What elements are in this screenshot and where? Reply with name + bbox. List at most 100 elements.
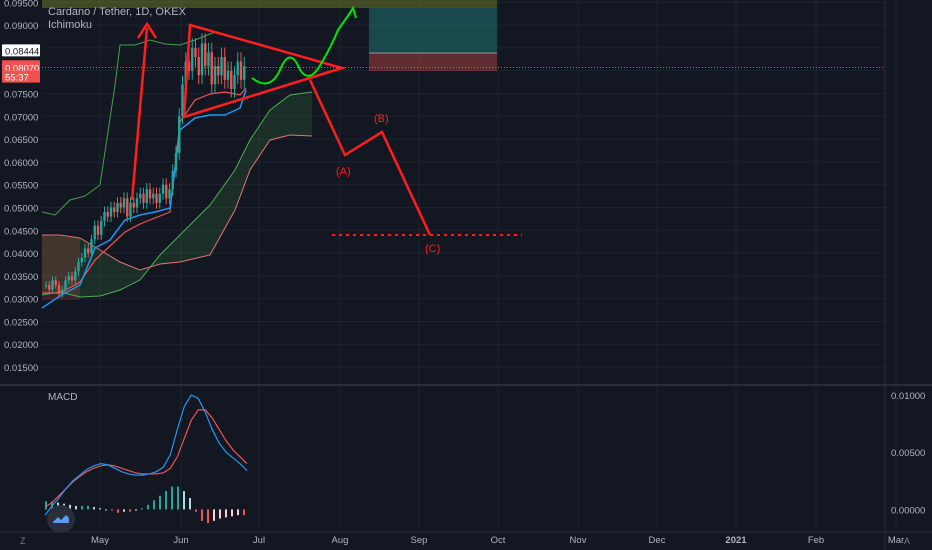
candle-body bbox=[230, 70, 233, 89]
y-tick-label: 0.05500 bbox=[4, 181, 38, 192]
symbol-title[interactable]: Cardano / Tether, 1D, OKEX bbox=[48, 6, 186, 18]
candle-body bbox=[165, 184, 168, 199]
candle-body bbox=[236, 61, 239, 76]
macd-histogram-bar bbox=[189, 497, 191, 510]
chikou-line bbox=[41, 31, 216, 216]
x-tick-label: Nov bbox=[570, 535, 587, 546]
candle-body bbox=[220, 56, 223, 76]
kijun-line bbox=[42, 87, 247, 294]
y-tick-label: 0.09500 bbox=[4, 0, 38, 9]
corner-right-label[interactable]: A bbox=[904, 536, 911, 546]
y-tick-label: 0.06000 bbox=[4, 158, 38, 169]
candle-body bbox=[83, 248, 87, 258]
candle-body bbox=[210, 52, 213, 85]
macd-histogram-bar bbox=[165, 491, 167, 510]
price-label-text: 55:37 bbox=[5, 73, 29, 84]
candle-body bbox=[152, 193, 155, 199]
price-label-box bbox=[2, 44, 40, 57]
macd-label[interactable]: MACD bbox=[48, 392, 78, 403]
macd-tick-label: 0.00500 bbox=[891, 448, 925, 459]
macd-histogram-bar bbox=[93, 507, 95, 510]
candle-body bbox=[93, 225, 96, 240]
y-tick-label: 0.02000 bbox=[4, 340, 38, 351]
macd-histogram-bar bbox=[69, 504, 71, 510]
price-label-box bbox=[2, 70, 40, 83]
up-arrow-head bbox=[136, 21, 158, 39]
price-label-text: 0.08444 bbox=[5, 46, 39, 57]
chart-legend: Cardano / Tether, 1D, OKEX Ichimoku bbox=[48, 6, 186, 32]
candle-body bbox=[148, 189, 152, 199]
macd-histogram-bar bbox=[177, 486, 179, 510]
macd-histogram-bar bbox=[87, 505, 89, 510]
macd-histogram-bar bbox=[135, 509, 137, 511]
up-arrow-shaft bbox=[130, 27, 149, 201]
position-boxes bbox=[42, 0, 497, 71]
candle-body bbox=[239, 61, 243, 80]
tradingview-logo-icon[interactable] bbox=[47, 505, 75, 533]
candle-body bbox=[181, 84, 184, 117]
candle-body bbox=[187, 61, 191, 71]
candle-body bbox=[57, 284, 61, 295]
ichimoku-lines bbox=[41, 31, 247, 309]
candle-body bbox=[145, 189, 148, 203]
x-tick-label: Dec bbox=[649, 535, 666, 546]
macd-histogram-bar bbox=[195, 509, 197, 512]
macd-histogram-bar bbox=[243, 509, 245, 516]
macd-pane bbox=[44, 394, 248, 524]
candle-body bbox=[155, 193, 158, 203]
candle-body bbox=[70, 275, 74, 281]
x-tick-label: Jun bbox=[173, 535, 188, 546]
corner-left-label[interactable]: Z bbox=[20, 536, 26, 546]
x-tick-label: Aug bbox=[332, 535, 349, 546]
x-tick-label: Oct bbox=[491, 535, 506, 546]
candle-body bbox=[87, 248, 90, 254]
candle-body bbox=[197, 56, 200, 76]
candle-body bbox=[135, 198, 139, 208]
y-tick-label: 0.04000 bbox=[4, 249, 38, 260]
candle-body bbox=[191, 47, 194, 71]
wave-label-a: (A) bbox=[336, 166, 351, 178]
candle-body bbox=[51, 280, 54, 290]
x-tick-label: 2021 bbox=[725, 535, 747, 546]
y-tick-label: 0.07500 bbox=[4, 89, 38, 100]
candle-body bbox=[171, 170, 174, 190]
macd-histogram-bar bbox=[201, 509, 203, 521]
candle-body bbox=[126, 198, 129, 217]
macd-histogram-bar bbox=[219, 509, 221, 519]
wave-label-b: (B) bbox=[374, 113, 389, 125]
x-tick-label: Feb bbox=[808, 535, 824, 546]
indicator-label[interactable]: Ichimoku bbox=[48, 19, 93, 31]
candle-body bbox=[213, 66, 217, 85]
macd-histogram-bar bbox=[81, 505, 83, 510]
candle-body bbox=[96, 225, 100, 235]
candle-body bbox=[103, 212, 106, 222]
candle-body bbox=[67, 275, 70, 281]
cloud-fill-red bbox=[42, 235, 80, 300]
price-label-text: 0.08070 bbox=[5, 63, 39, 74]
candle-body bbox=[100, 221, 103, 235]
macd-histogram-bar bbox=[237, 509, 239, 516]
y-tick-label: 0.01500 bbox=[4, 363, 38, 374]
candle-body bbox=[90, 239, 93, 254]
candle-body bbox=[223, 56, 226, 80]
macd-histogram-bar bbox=[207, 509, 209, 524]
macd-histogram-bar bbox=[231, 509, 233, 517]
candle-body bbox=[64, 280, 67, 290]
candle-body bbox=[142, 193, 145, 203]
candle-body bbox=[217, 66, 220, 76]
x-tick-label: Jul bbox=[253, 535, 265, 546]
candle-body bbox=[61, 289, 64, 295]
drawings-layer[interactable]: (A) (B) (C) bbox=[130, 5, 522, 255]
candle-body bbox=[168, 189, 171, 199]
projection-arrow-head bbox=[347, 5, 357, 19]
y-tick-label: 0.04500 bbox=[4, 226, 38, 237]
candle-body bbox=[44, 284, 48, 286]
candle-body bbox=[129, 202, 132, 217]
candle-body bbox=[77, 262, 80, 272]
macd-histogram-bar bbox=[225, 509, 227, 518]
candle-body bbox=[54, 280, 57, 285]
macd-histogram-bar bbox=[159, 495, 161, 510]
